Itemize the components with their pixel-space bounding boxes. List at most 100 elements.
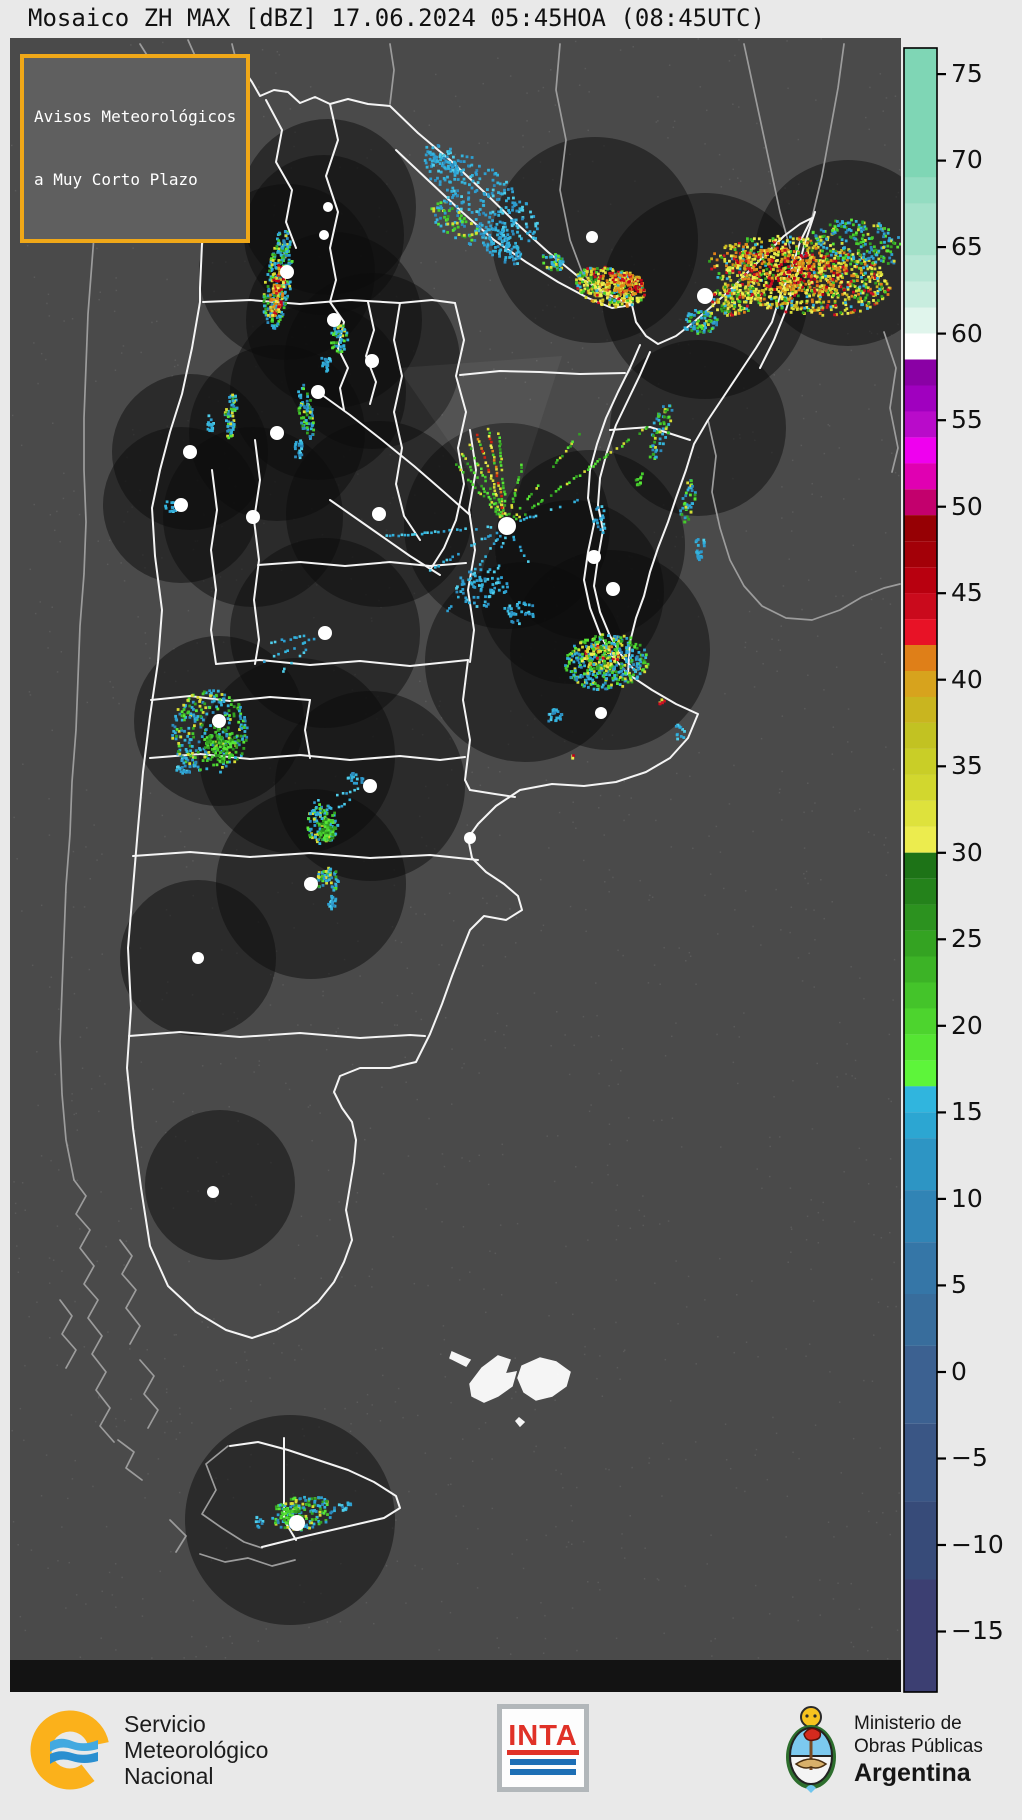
radar-site-dot	[595, 707, 607, 719]
radar-coverage-circle	[610, 340, 786, 516]
colorbar-band	[904, 541, 937, 568]
colorbar-band	[904, 307, 937, 334]
smn-text-line1: Servicio	[124, 1711, 206, 1737]
colorbar-band	[904, 671, 937, 697]
inta-logo: INTA	[497, 1704, 589, 1792]
radar-site-dot	[327, 313, 341, 327]
radar-site-dot	[304, 877, 318, 891]
colorbar-tick-label: 5	[951, 1270, 967, 1299]
ministry-logo-text: Ministerio de Obras Públicas Argentina	[854, 1712, 983, 1788]
radar-map	[10, 38, 901, 1692]
colorbar-tick-label: −5	[951, 1443, 988, 1472]
colorbar-band	[904, 463, 937, 490]
colorbar-tick-mark	[937, 678, 946, 681]
colorbar-band	[904, 411, 937, 438]
colorbar-tick-label: 15	[951, 1097, 983, 1126]
colorbar-tick-label: 70	[951, 145, 983, 174]
colorbar-tick-mark	[937, 938, 946, 941]
colorbar-band	[904, 515, 937, 542]
inta-logo-inner: INTA	[502, 1709, 584, 1787]
map-bottom-strip	[10, 1660, 901, 1692]
colorbar-band	[904, 930, 937, 957]
ministry-text-line2: Obras Públicas	[854, 1736, 983, 1757]
colorbar-band	[904, 800, 937, 827]
colorbar-frame	[903, 47, 938, 1693]
colorbar-tick-label: 0	[951, 1357, 967, 1386]
radar-site-dot	[587, 550, 601, 564]
argentina-coat-of-arms-icon	[786, 1706, 836, 1793]
colorbar-band	[904, 1501, 937, 1580]
radar-site-dot	[365, 354, 379, 368]
colorbar-band	[904, 1579, 937, 1692]
colorbar-band	[904, 593, 937, 620]
colorbar-tick-mark	[937, 1111, 946, 1114]
colorbar-band	[904, 1138, 937, 1191]
colorbar-band	[904, 333, 937, 360]
colorbar-tick-mark	[937, 73, 946, 76]
colorbar-tick-mark	[937, 246, 946, 249]
smn-text-line2: Meteorológico	[124, 1737, 269, 1763]
colorbar-band	[904, 1294, 937, 1346]
page-title: Mosaico ZH MAX [dBZ] 17.06.2024 05:45HOA…	[28, 4, 765, 32]
warning-banner-line2: a Muy Corto Plazo	[34, 170, 198, 189]
radar-site-dot	[464, 832, 476, 844]
colorbar-band	[904, 567, 937, 594]
colorbar-tick-mark	[937, 419, 946, 422]
radar-site-dot	[270, 426, 284, 440]
colorbar-tick-mark	[937, 1284, 946, 1287]
colorbar-band	[904, 203, 937, 256]
colorbar-band	[904, 774, 937, 801]
colorbar-tick-label: 35	[951, 751, 983, 780]
radar-site-dot	[697, 288, 713, 304]
radar-site-dot	[311, 385, 325, 399]
colorbar-band	[904, 1034, 937, 1061]
radar-coverage-circle	[145, 1110, 295, 1260]
colorbar-tick-label: 50	[951, 492, 983, 521]
radar-site-dot	[183, 445, 197, 459]
radar-site-dot	[280, 265, 294, 279]
colorbar-band	[904, 852, 937, 879]
radar-site-dot	[606, 582, 620, 596]
colorbar-band	[904, 177, 937, 204]
colorbar-tick-mark	[937, 505, 946, 508]
colorbar-band	[904, 696, 937, 723]
colorbar-tick-mark	[937, 1457, 946, 1460]
smn-logo-block: Servicio Meteorológico Nacional	[28, 1708, 268, 1792]
colorbar-tick-mark	[937, 1197, 946, 1200]
colorbar-tick-label: 20	[951, 1011, 983, 1040]
colorbar-band	[904, 722, 937, 749]
ministry-text-line3: Argentina	[854, 1759, 971, 1787]
colorbar-band	[904, 619, 937, 646]
colorbar-band	[904, 982, 937, 1009]
radar-site-dot	[319, 230, 329, 240]
inta-logo-text: INTA	[507, 1721, 579, 1755]
colorbar-tick-label: 65	[951, 232, 983, 261]
radar-echoes	[164, 144, 901, 1532]
colorbar-tick-label: 60	[951, 319, 983, 348]
colorbar-band	[904, 437, 937, 464]
colorbar-band	[904, 904, 937, 931]
radar-site-dot	[207, 1186, 219, 1198]
warning-banner[interactable]: Avisos Meteorológicos a Muy Corto Plazo	[20, 54, 251, 243]
colorbar-band	[904, 956, 937, 983]
warning-banner-line1: Avisos Meteorológicos	[34, 107, 237, 126]
inta-bar-2	[510, 1768, 576, 1775]
radar-site-dot	[318, 626, 332, 640]
colorbar-tick-mark	[937, 159, 946, 162]
colorbar	[903, 47, 946, 1693]
colorbar-tick-mark	[937, 765, 946, 768]
malvinas-islands	[449, 1350, 571, 1428]
colorbar-band	[904, 1112, 937, 1139]
radar-site-dot	[174, 498, 188, 512]
colorbar-band	[904, 1086, 937, 1113]
smn-text-line3: Nacional	[124, 1763, 214, 1789]
ministry-logo-block: Ministerio de Obras Públicas Argentina	[782, 1706, 983, 1794]
colorbar-band	[904, 48, 937, 178]
colorbar-band	[904, 878, 937, 905]
radar-site-dot	[363, 779, 377, 793]
footer: Servicio Meteorológico Nacional INTA	[0, 1694, 1022, 1820]
colorbar-band	[904, 1345, 937, 1424]
radar-site-dots	[174, 202, 713, 1531]
